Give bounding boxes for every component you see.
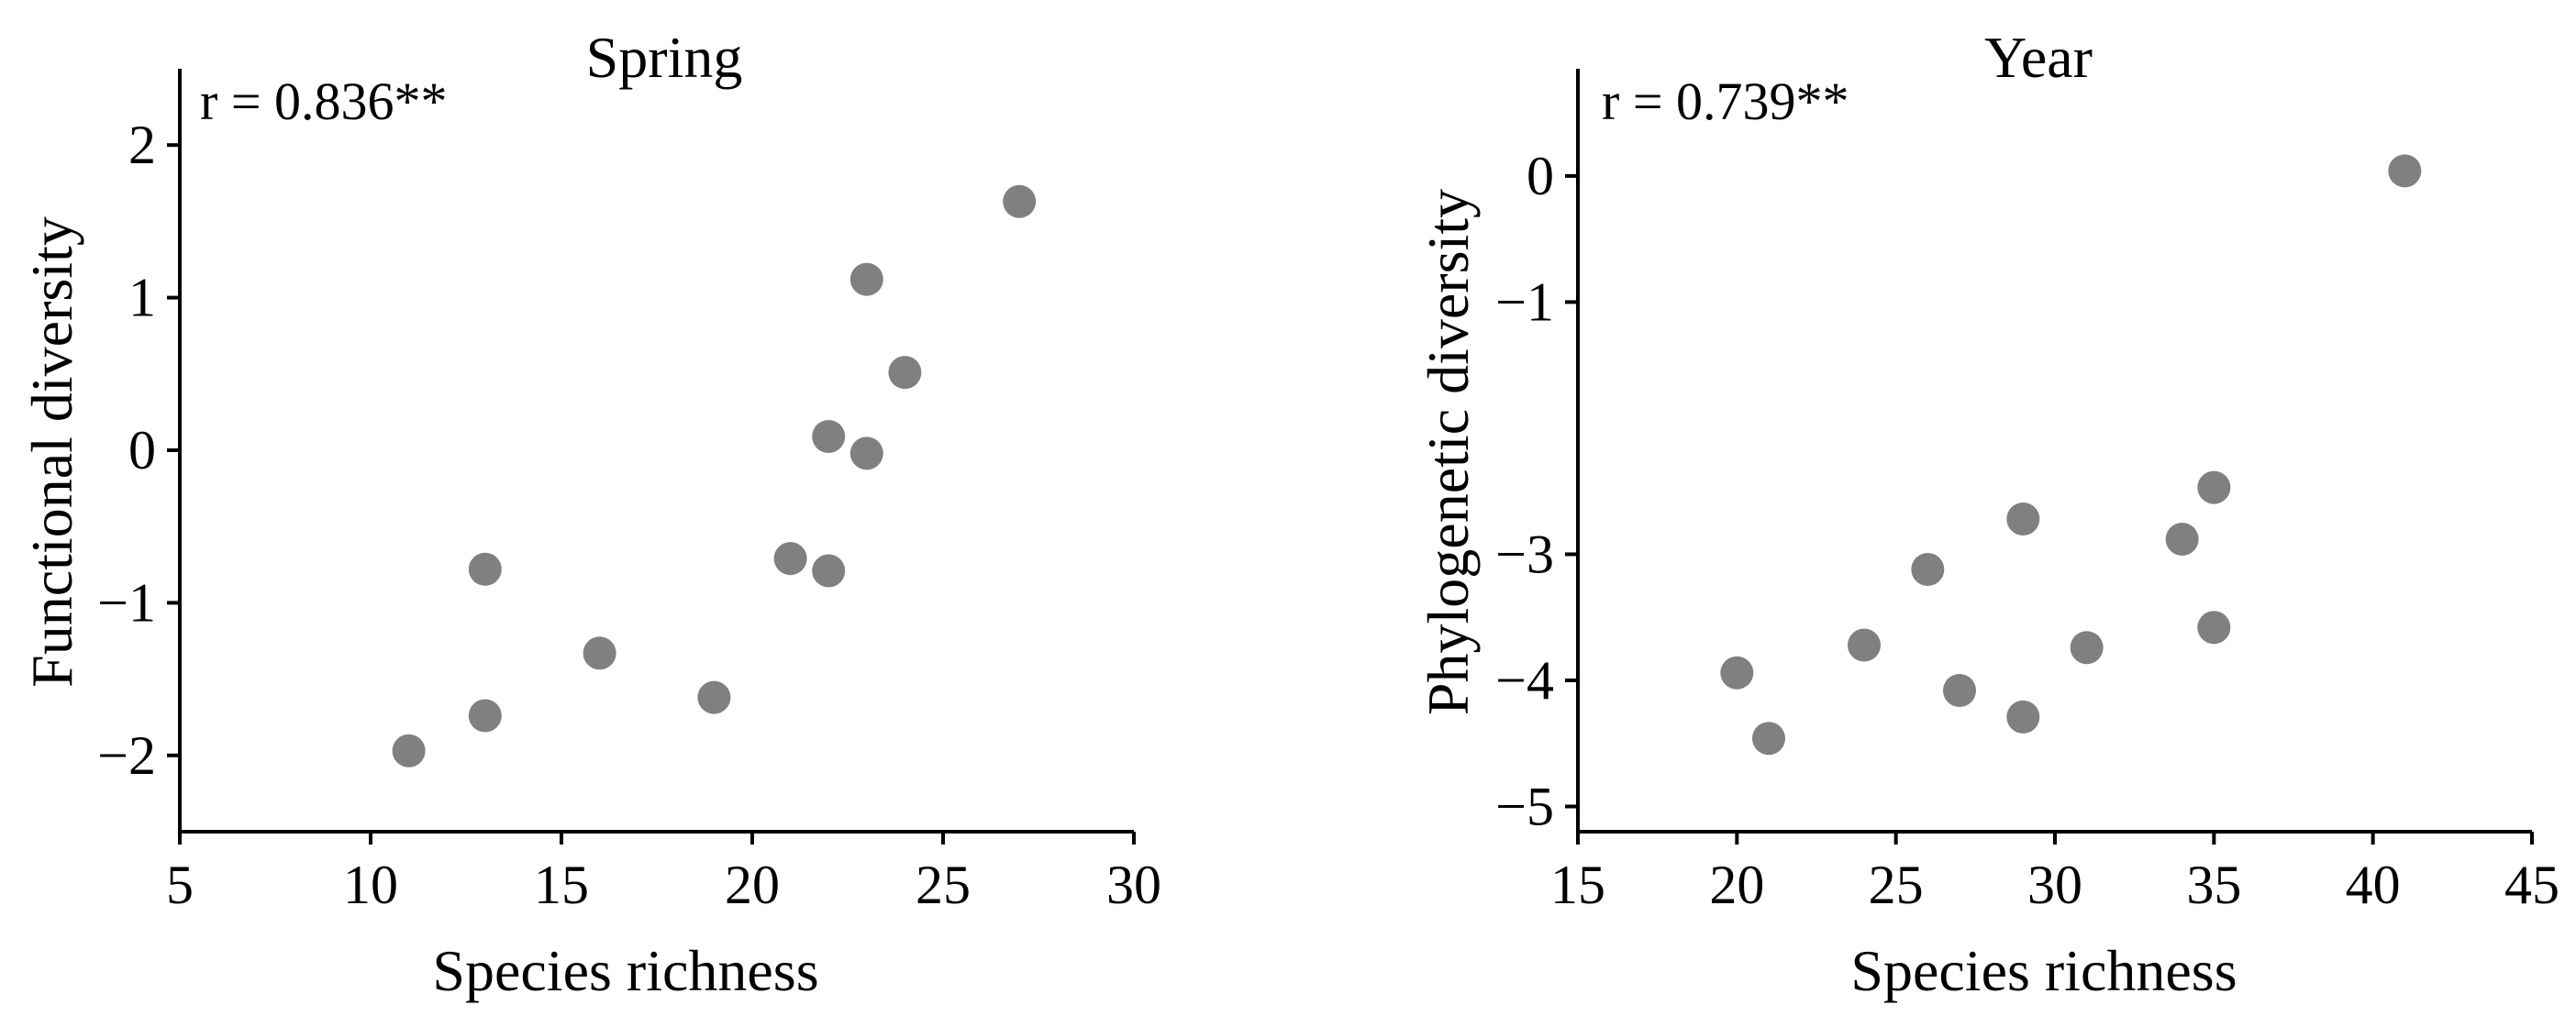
year-data-point (2006, 700, 2040, 734)
year-x-tick-label: 45 (2504, 855, 2559, 915)
year-x-tick-label: 20 (1709, 855, 1764, 915)
spring-data-point (392, 734, 426, 767)
year-correlation-label: r = 0.739** (1602, 72, 1849, 131)
spring-data-point (583, 636, 616, 670)
spring-x-tick-label: 30 (1106, 855, 1161, 915)
spring-y-ticks: −2 −1 0 1 2 (97, 115, 180, 786)
spring-x-ticks: 5 10 15 20 25 30 (166, 832, 1161, 915)
year-x-tick-label: 15 (1550, 855, 1605, 915)
spring-data-point (468, 552, 502, 586)
spring-x-tick-label: 25 (916, 855, 971, 915)
year-y-tick-label: −5 (1495, 776, 1554, 836)
spring-data-point (1003, 184, 1037, 218)
spring-data-point (888, 356, 922, 390)
spring-panel: Spring r = 0.836** Species richness Func… (19, 25, 1161, 1003)
spring-data-point (812, 420, 846, 454)
spring-data-point (773, 542, 807, 576)
year-y-tick-label: −1 (1495, 271, 1554, 332)
year-x-ticks: 15 20 25 30 35 40 45 (1550, 832, 2559, 915)
spring-data-point (697, 680, 731, 714)
spring-x-tick-label: 15 (534, 855, 589, 915)
year-data-point (2197, 470, 2231, 504)
spring-y-axis-label: Functional diversity (19, 216, 84, 688)
spring-x-tick-label: 5 (166, 855, 194, 915)
year-data-points (1720, 154, 2422, 756)
year-data-point (2070, 631, 2104, 665)
spring-y-tick-label: −2 (97, 725, 156, 786)
year-data-point (1848, 628, 1881, 662)
spring-data-point (849, 436, 883, 470)
spring-y-tick-label: −1 (97, 572, 156, 633)
spring-y-tick-label: 2 (128, 115, 156, 175)
year-data-point (1720, 656, 1754, 690)
spring-correlation-label: r = 0.836** (200, 72, 448, 131)
spring-y-tick-label: 1 (128, 268, 156, 328)
year-y-tick-label: −3 (1495, 524, 1554, 584)
year-data-point (1752, 722, 1785, 756)
spring-x-tick-label: 20 (725, 855, 780, 915)
spring-data-point (849, 262, 883, 296)
year-x-tick-label: 35 (2186, 855, 2241, 915)
year-panel-title: Year (1984, 25, 2093, 90)
year-x-tick-label: 30 (2027, 855, 2082, 915)
year-data-point (2006, 502, 2040, 536)
year-y-axis-label: Phylogenetic diversity (1416, 189, 1481, 715)
spring-y-tick-label: 0 (128, 420, 156, 480)
year-panel: Year r = 0.739** Species richness Phylog… (1416, 25, 2559, 1003)
year-y-tick-label: 0 (1527, 146, 1554, 206)
spring-x-tick-label: 10 (343, 855, 398, 915)
year-data-point (2388, 154, 2422, 188)
year-y-tick-label: −4 (1495, 650, 1554, 711)
spring-data-point (468, 699, 502, 733)
year-x-tick-label: 25 (1869, 855, 1924, 915)
year-data-point (2197, 611, 2231, 645)
spring-data-point (812, 554, 846, 588)
year-y-ticks: −5 −4 −3 −1 0 (1495, 146, 1578, 836)
spring-data-points (392, 184, 1037, 767)
year-data-point (1943, 673, 1976, 707)
spring-x-axis-label: Species richness (432, 938, 818, 1003)
year-x-axis-label: Species richness (1850, 938, 2237, 1003)
year-data-point (2165, 522, 2199, 556)
year-data-point (1911, 552, 1945, 586)
spring-panel-title: Spring (586, 25, 743, 90)
year-x-tick-label: 40 (2346, 855, 2401, 915)
